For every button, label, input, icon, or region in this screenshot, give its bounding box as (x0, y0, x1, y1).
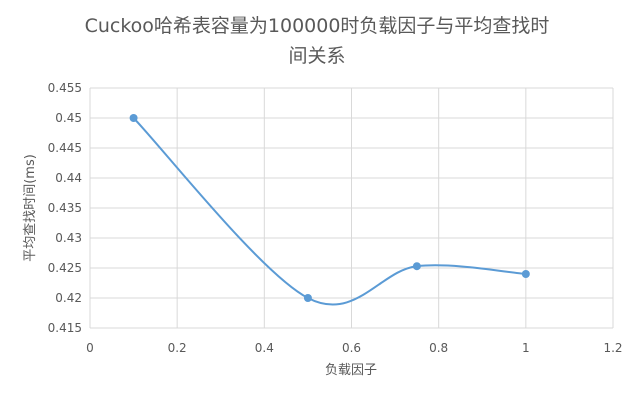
x-tick-label: 0.2 (168, 341, 187, 355)
data-point (412, 262, 421, 271)
series-line (132, 117, 526, 306)
x-tick-label: 0.8 (429, 341, 448, 355)
grid-layer (89, 87, 614, 329)
data-point (521, 270, 530, 278)
y-tick-label: 0.435 (48, 201, 82, 215)
y-tick-label: 0.44 (55, 171, 82, 185)
tick-layer: 0.415 0.42 0.425 0.43 0.435 0.44 0.445 0.45 0.45… (48, 81, 623, 355)
data-point (303, 294, 312, 302)
chart-title-line-2: 间关系 (288, 45, 345, 67)
y-tick-label: 0.45 (55, 111, 82, 125)
y-tick-label: 0.42 (55, 291, 82, 305)
x-tick-label: 1.2 (603, 341, 622, 355)
x-axis-label: 负载因子 (325, 363, 377, 378)
x-tick-label: 0.4 (255, 341, 274, 355)
x-tick-label: 0.6 (342, 341, 361, 355)
y-tick-label: 0.425 (48, 261, 82, 275)
x-tick-label: 0 (86, 341, 94, 355)
x-tick-label: 1 (522, 341, 530, 355)
y-tick-label: 0.445 (48, 141, 82, 155)
y-tick-label: 0.455 (48, 81, 82, 95)
data-point (129, 114, 138, 122)
series-layer (129, 114, 530, 306)
y-tick-label: 0.43 (55, 231, 82, 245)
y-tick-label: 0.415 (48, 321, 82, 335)
y-axis-label: 平均查找时间(ms) (23, 154, 38, 262)
chart-title-line-1: Cuckoo哈希表容量为100000时负载因子与平均查找时 (85, 15, 550, 37)
